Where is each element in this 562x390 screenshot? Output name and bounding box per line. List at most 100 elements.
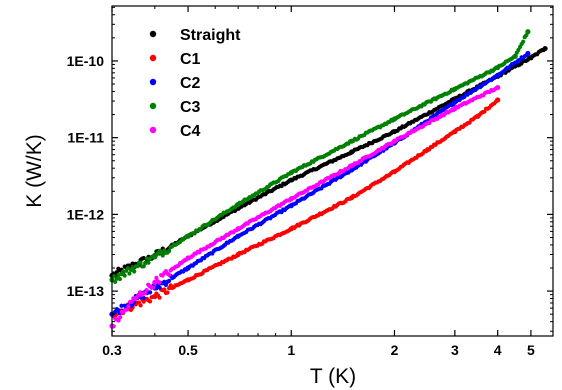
series-marker bbox=[347, 196, 353, 201]
series-marker bbox=[146, 260, 151, 265]
series-marker bbox=[144, 288, 149, 293]
legend-marker-c3 bbox=[149, 102, 157, 110]
legend-marker-c2 bbox=[149, 78, 157, 86]
x-tick-label: 2 bbox=[391, 342, 399, 358]
y-axis-title: K (W/K) bbox=[23, 134, 46, 208]
series-marker bbox=[122, 303, 127, 308]
series-marker bbox=[451, 102, 456, 107]
x-tick-label: 1 bbox=[287, 342, 295, 358]
series-marker bbox=[116, 273, 121, 278]
series-marker bbox=[493, 65, 499, 70]
series-marker bbox=[127, 271, 132, 276]
series-marker bbox=[527, 55, 532, 61]
y-tick-label: 1E-13 bbox=[67, 283, 105, 299]
series-marker bbox=[184, 267, 189, 272]
series-marker bbox=[234, 234, 239, 240]
series-marker bbox=[132, 269, 137, 274]
series-marker bbox=[122, 273, 127, 278]
series-marker bbox=[451, 88, 456, 93]
series-marker bbox=[154, 275, 159, 280]
series-marker bbox=[347, 139, 353, 144]
series-marker bbox=[234, 253, 239, 259]
series-marker bbox=[451, 130, 456, 135]
series-marker bbox=[493, 86, 499, 91]
series-marker bbox=[390, 140, 395, 145]
series-marker bbox=[142, 291, 147, 296]
series-marker bbox=[165, 290, 170, 295]
legend: Straight C1 C2 C3 C4 bbox=[149, 27, 241, 140]
x-tick-label: 0.5 bbox=[178, 342, 198, 358]
legend-label-c1: C1 bbox=[180, 51, 201, 68]
series-marker bbox=[287, 178, 292, 183]
series-marker bbox=[287, 227, 292, 233]
series-marker bbox=[524, 53, 529, 58]
series-marker bbox=[287, 198, 292, 203]
plot-frame bbox=[111, 5, 554, 337]
y-tick-label: 1E-12 bbox=[67, 206, 105, 222]
series-marker bbox=[121, 269, 126, 274]
series-marker bbox=[160, 253, 165, 258]
series-marker bbox=[390, 129, 395, 134]
series-marker bbox=[234, 228, 239, 233]
series-marker bbox=[157, 295, 162, 300]
series-marker bbox=[125, 266, 130, 271]
series-marker bbox=[521, 39, 526, 44]
legend-marker-straight bbox=[149, 30, 157, 38]
series-c4 bbox=[109, 84, 501, 329]
series-marker bbox=[144, 256, 149, 261]
series-marker bbox=[116, 318, 121, 323]
series-marker bbox=[129, 299, 134, 304]
series-marker bbox=[157, 280, 162, 285]
series-marker bbox=[451, 108, 456, 113]
series-marker bbox=[154, 286, 159, 291]
series-marker bbox=[138, 303, 143, 308]
series-marker bbox=[493, 74, 499, 79]
series-marker bbox=[141, 256, 146, 261]
series-marker bbox=[184, 278, 189, 283]
series-marker bbox=[184, 257, 189, 262]
series-marker bbox=[114, 276, 119, 281]
series-layer bbox=[109, 29, 548, 329]
x-tick-label: 3 bbox=[451, 342, 459, 358]
legend-label-c4: C4 bbox=[180, 123, 201, 140]
legend-label-straight: Straight bbox=[180, 27, 241, 44]
series-marker bbox=[151, 294, 156, 299]
legend-marker-c4 bbox=[149, 126, 157, 134]
x-tick-label: 4 bbox=[494, 342, 502, 358]
series-marker bbox=[511, 54, 516, 60]
series-marker bbox=[541, 47, 546, 53]
x-axis-title: T (K) bbox=[310, 365, 356, 388]
series-marker bbox=[390, 118, 395, 123]
series-marker bbox=[124, 307, 129, 312]
series-marker bbox=[287, 203, 292, 208]
series-marker bbox=[131, 296, 136, 301]
series-marker bbox=[234, 203, 239, 208]
series-marker bbox=[126, 304, 131, 309]
series-marker bbox=[138, 260, 143, 265]
series-marker bbox=[474, 114, 479, 119]
series-marker bbox=[162, 287, 167, 292]
series-marker bbox=[166, 272, 172, 277]
series-marker bbox=[119, 303, 124, 308]
series-marker bbox=[141, 264, 146, 269]
series-marker bbox=[130, 261, 135, 266]
ticks-layer: 0.3 0.5 1 2 3 4 5 1E-13 1E-12 1E-11 1E-10 bbox=[67, 6, 553, 358]
series-marker bbox=[166, 278, 172, 283]
series-marker bbox=[113, 279, 118, 285]
series-marker bbox=[524, 33, 529, 38]
series-marker bbox=[493, 99, 499, 104]
series-marker bbox=[143, 261, 148, 266]
series-marker bbox=[117, 276, 123, 282]
series-marker bbox=[147, 299, 153, 304]
series-marker bbox=[118, 315, 123, 320]
legend-label-c3: C3 bbox=[180, 99, 201, 116]
series-marker bbox=[141, 295, 146, 301]
series-marker bbox=[166, 248, 172, 254]
series-marker bbox=[151, 285, 156, 290]
series-marker bbox=[147, 290, 153, 295]
series-marker bbox=[347, 163, 353, 169]
series-marker bbox=[184, 234, 189, 239]
series-marker bbox=[157, 285, 162, 290]
